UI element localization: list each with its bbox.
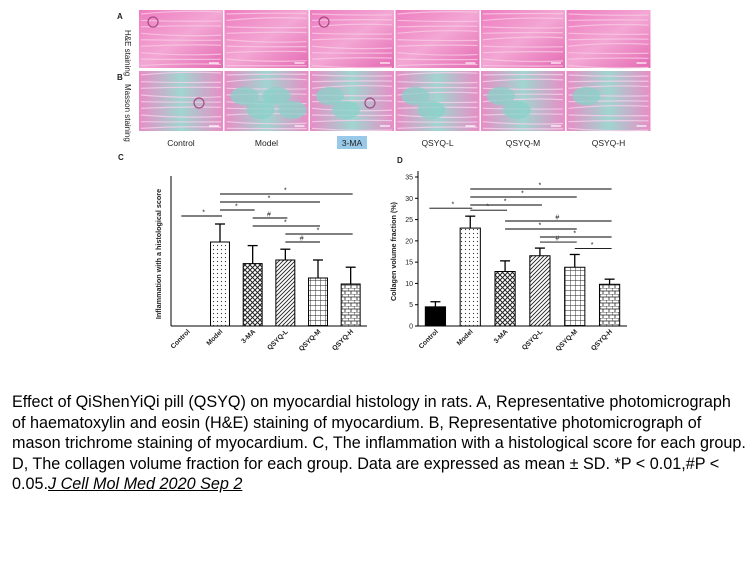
- chart-d-collagen-fraction: 0 5 10 15 20 25 30 35 Collagen volume fraction (…: [389, 171, 627, 353]
- he-micrograph-qsyq-l: [395, 10, 480, 68]
- bar-qsyq-h: [340, 283, 361, 327]
- x-tick-label-model: Model: [456, 328, 475, 347]
- caption-source-link[interactable]: J Cell Mol Med 2020 Sep 2: [48, 475, 243, 494]
- x-tick-label-control: Control: [418, 328, 440, 350]
- figure: A B H&E staining Masson staining Control…: [117, 10, 651, 353]
- group-label-qsyq-h: QSYQ-H: [592, 138, 626, 148]
- panel-c-letter: C: [118, 153, 124, 162]
- significance-mark: *: [539, 223, 542, 230]
- masson-micrograph-3-ma: [310, 71, 394, 132]
- masson-micrograph-control: [139, 71, 223, 131]
- bar-qsyq-m: [564, 266, 586, 327]
- y-tick-label: 10: [405, 281, 413, 288]
- panel-d-letter: D: [397, 156, 403, 165]
- group-label-qsyq-m: QSYQ-M: [506, 138, 540, 148]
- significance-mark: *: [235, 204, 238, 211]
- significance-mark: *: [317, 228, 320, 235]
- bar-qsyq-l: [529, 255, 551, 327]
- masson-micrograph-qsyq-m: [481, 71, 565, 131]
- significance-mark: *: [451, 202, 454, 209]
- masson-micrograph-qsyq-l: [395, 71, 480, 131]
- y-tick-label: 35: [405, 175, 413, 182]
- bar-qsyq-h: [598, 283, 621, 327]
- significance-mark: *: [268, 196, 271, 203]
- x-tick-label-model: Model: [206, 328, 225, 347]
- y-tick-label: 20: [405, 238, 413, 245]
- chart-c-inflammation-score: Inflammation with a histological score Co…: [154, 176, 367, 353]
- y-tick-label: 30: [405, 196, 413, 203]
- y-tick-label: 15: [405, 260, 413, 267]
- bar-control: [424, 306, 447, 327]
- he-micrograph-control: [139, 10, 223, 68]
- figure-caption: Effect of QiShenYiQi pill (QSYQ) on myoc…: [12, 392, 747, 495]
- bar-qsyq-m: [308, 277, 328, 327]
- significance-mark: *: [504, 199, 507, 206]
- significance-mark: #: [300, 236, 304, 243]
- panel-b-letter: B: [117, 73, 123, 82]
- x-tick-label-qsyq-l: QSYQ-L: [521, 328, 544, 351]
- x-tick-label-control: Control: [170, 328, 192, 350]
- panel-a-letter: A: [117, 12, 123, 21]
- group-label-qsyq-l: QSYQ-L: [421, 138, 453, 148]
- group-label-model: Model: [255, 138, 278, 148]
- masson-micrograph-qsyq-h: [566, 71, 651, 132]
- significance-mark: *: [573, 231, 576, 238]
- y-tick-label: 25: [405, 217, 413, 224]
- y-axis-label: Inflammation with a histological score: [154, 189, 163, 319]
- y-axis-label: Collagen volume fraction (%): [389, 201, 398, 301]
- significance-mark: #: [267, 212, 271, 219]
- he-micrograph-3-ma: [310, 10, 394, 69]
- bar-model: [459, 227, 481, 327]
- significance-mark: *: [521, 191, 524, 198]
- caption-text: Effect of QiShenYiQi pill (QSYQ) on myoc…: [12, 393, 746, 494]
- x-tick-label-3-ma: 3-MA: [493, 328, 510, 345]
- significance-mark: #: [555, 236, 559, 243]
- row-b-label: Masson staining: [123, 84, 132, 142]
- significance-mark: *: [539, 183, 542, 190]
- y-tick-label: 5: [409, 302, 413, 309]
- significance-mark: #: [555, 215, 559, 222]
- x-tick-label-3-ma: 3-MA: [240, 328, 257, 345]
- y-tick-label: 0: [409, 324, 413, 331]
- x-tick-label-qsyq-m: QSYQ-M: [555, 328, 580, 353]
- significance-mark: *: [284, 220, 287, 227]
- bar-model: [210, 241, 230, 327]
- significance-mark: *: [591, 242, 594, 249]
- significance-mark: *: [284, 188, 287, 195]
- group-label-control: Control: [167, 138, 195, 148]
- he-micrograph-model: [224, 10, 309, 68]
- row-a-label: H&E staining: [123, 30, 132, 76]
- x-tick-label-qsyq-m: QSYQ-M: [298, 328, 323, 353]
- he-micrograph-qsyq-h: [566, 10, 651, 69]
- micrograph-grid: [139, 10, 651, 132]
- x-tick-label-qsyq-h: QSYQ-H: [590, 328, 614, 352]
- group-labels: Control Model 3-MA QSYQ-L QSYQ-M QSYQ-H: [167, 136, 625, 149]
- bar-qsyq-l: [275, 259, 296, 327]
- group-label-3-ma: 3-MA: [342, 138, 363, 148]
- bar-3-ma: [494, 271, 516, 327]
- masson-micrograph-model: [224, 71, 309, 131]
- significance-mark: *: [486, 204, 489, 211]
- he-micrograph-qsyq-m: [481, 10, 565, 68]
- x-tick-label-qsyq-h: QSYQ-H: [331, 328, 355, 352]
- x-tick-label-qsyq-l: QSYQ-L: [266, 328, 289, 351]
- significance-mark: *: [202, 210, 205, 217]
- bar-3-ma: [242, 263, 263, 327]
- label-highlight: [337, 136, 367, 149]
